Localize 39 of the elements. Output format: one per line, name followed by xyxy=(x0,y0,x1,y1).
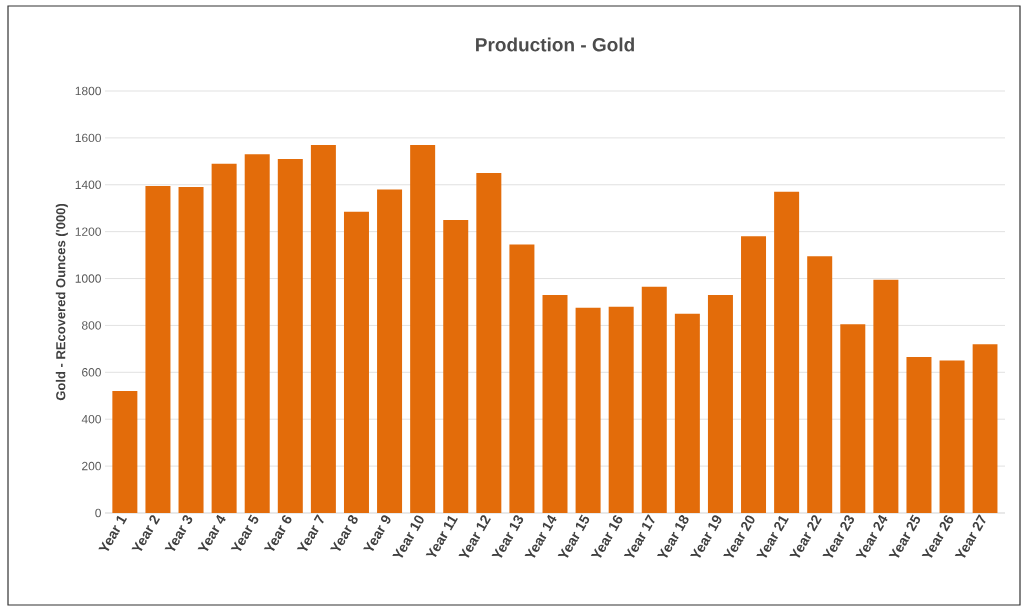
y-tick-label: 0 xyxy=(95,508,102,518)
bar xyxy=(244,154,270,513)
bar xyxy=(509,244,535,513)
bar xyxy=(310,144,336,513)
bar xyxy=(542,294,568,513)
y-tick-label: 1000 xyxy=(75,274,101,283)
bar xyxy=(343,211,369,513)
bar xyxy=(608,306,634,513)
chart-title: Production - Gold xyxy=(476,37,634,52)
bar xyxy=(277,158,303,513)
bar xyxy=(377,189,403,513)
bar xyxy=(641,286,667,513)
y-tick-label: 1200 xyxy=(75,227,101,236)
bar xyxy=(840,324,866,513)
bar xyxy=(674,313,700,513)
bar xyxy=(707,294,733,513)
y-tick-label: 1800 xyxy=(75,86,101,96)
y-axis-title: Gold - REcovered Ounces ('000) xyxy=(55,203,68,401)
y-tick-label: 1600 xyxy=(75,133,101,143)
bar xyxy=(211,163,237,513)
y-tick-label: 1400 xyxy=(75,180,101,190)
bar xyxy=(939,360,965,513)
bar xyxy=(145,185,171,513)
y-tick-label: 800 xyxy=(81,321,102,330)
bar xyxy=(178,187,204,513)
bar xyxy=(972,344,998,513)
bar xyxy=(476,173,502,513)
bar xyxy=(410,144,436,513)
bar xyxy=(774,191,800,513)
y-tick-label: 600 xyxy=(82,368,102,377)
bar xyxy=(575,307,601,513)
y-tick-label: 400 xyxy=(81,414,102,424)
bar xyxy=(873,279,899,513)
bar xyxy=(112,391,138,513)
y-tick-label: 200 xyxy=(82,461,102,471)
bar xyxy=(807,256,833,513)
bar xyxy=(741,236,767,513)
bar xyxy=(443,219,469,513)
bar xyxy=(906,357,932,513)
